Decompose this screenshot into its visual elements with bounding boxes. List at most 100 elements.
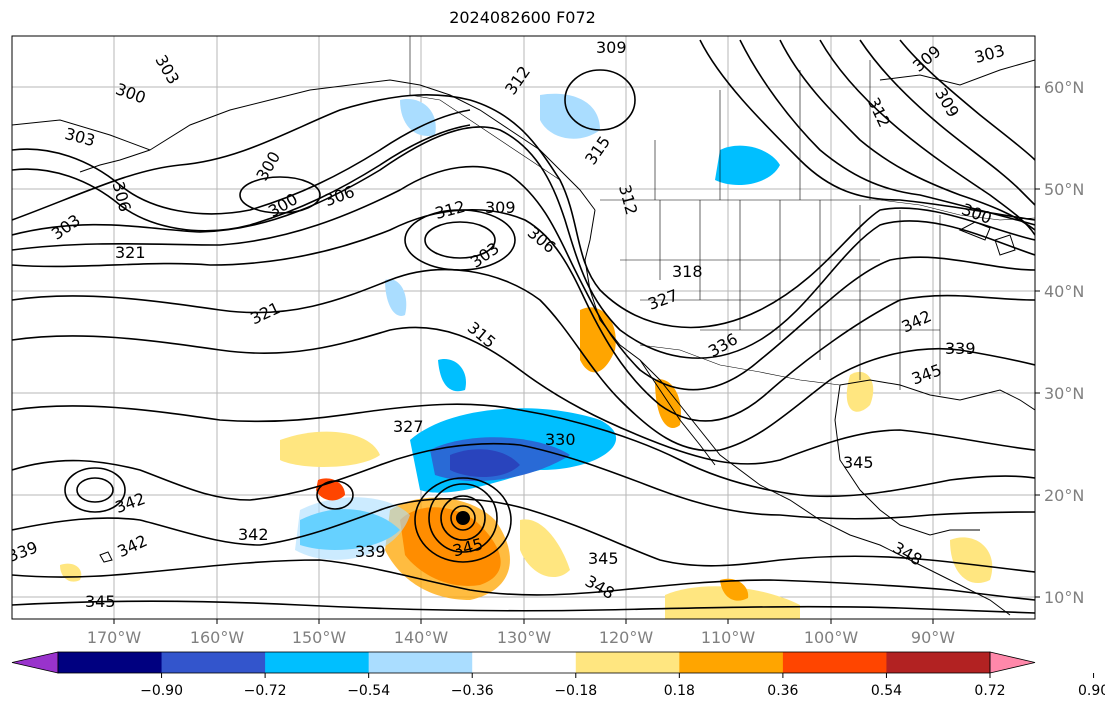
negative-anomaly-area bbox=[715, 145, 780, 185]
positive-anomaly-area bbox=[846, 371, 874, 412]
longitude-label: 150°W bbox=[292, 628, 347, 647]
contour-label: 345 bbox=[588, 549, 619, 568]
contour-line bbox=[12, 124, 471, 232]
colorbar-extension-max bbox=[989, 651, 1036, 674]
hurricane-contour bbox=[428, 483, 498, 553]
positive-anomaly-area bbox=[280, 431, 380, 467]
height-contours bbox=[12, 39, 1035, 614]
alaska-peninsula bbox=[79, 149, 151, 173]
colorbar-segment bbox=[886, 652, 991, 673]
positive-anomaly-area bbox=[665, 586, 800, 619]
colorbar-segment bbox=[58, 652, 163, 673]
latitude-label: 20°N bbox=[1044, 486, 1084, 505]
colorbar-tick-label: 0.36 bbox=[767, 683, 798, 699]
hudson-bay-coast bbox=[879, 59, 1035, 86]
closed-contour bbox=[316, 480, 354, 510]
latitude-axis: 60°N 50°N 40°N 30°N 20°N 10°N bbox=[1035, 78, 1084, 607]
latitude-label: 60°N bbox=[1044, 78, 1084, 97]
contour-label: 309 bbox=[485, 198, 516, 217]
latitude-label: 10°N bbox=[1044, 588, 1084, 607]
positive-anomaly-area bbox=[580, 307, 616, 373]
colorbar-segment bbox=[265, 652, 370, 673]
negative-anomaly-area bbox=[295, 497, 410, 560]
canada-province-lines bbox=[654, 60, 871, 200]
contour-line bbox=[12, 498, 1035, 573]
contour-line bbox=[12, 442, 1035, 520]
colorbar-tick-label: −0.18 bbox=[554, 683, 597, 699]
contour-label: 342 bbox=[238, 525, 269, 544]
colorbar-segment bbox=[679, 652, 784, 673]
colorbar-segment bbox=[472, 652, 577, 673]
hurricane-contour bbox=[440, 495, 486, 541]
colorbar-tick-label: −0.90 bbox=[140, 683, 183, 699]
positive-anomaly-area bbox=[950, 537, 993, 584]
contour-line bbox=[699, 39, 1035, 221]
longitude-label: 90°W bbox=[911, 628, 955, 647]
closed-contour bbox=[239, 176, 321, 214]
closed-contour bbox=[76, 477, 114, 503]
closed-contour bbox=[64, 467, 126, 513]
contour-line bbox=[12, 600, 1035, 614]
alaska-coastline bbox=[12, 79, 596, 211]
longitude-label: 110°W bbox=[701, 628, 756, 647]
longitude-label: 160°W bbox=[190, 628, 245, 647]
longitude-label: 100°W bbox=[804, 628, 859, 647]
latitude-label: 50°N bbox=[1044, 180, 1084, 199]
hurricane-center bbox=[456, 511, 470, 525]
contour-line bbox=[12, 94, 1035, 329]
hawaii-island bbox=[99, 551, 113, 563]
contour-line bbox=[12, 559, 1035, 601]
contour-label: 345 bbox=[843, 453, 874, 472]
contour-label: 327 bbox=[393, 417, 424, 436]
colorbar-border bbox=[57, 651, 991, 674]
colorbar-tick-label: 0.54 bbox=[871, 683, 902, 699]
contour-label: 321 bbox=[115, 243, 146, 262]
colorbar-tick-label: 0.72 bbox=[974, 683, 1005, 699]
contour-label: 339 bbox=[355, 542, 386, 561]
colorbar-segment bbox=[575, 652, 680, 673]
contour-label: 309 bbox=[596, 38, 627, 57]
hurricane-contour bbox=[414, 477, 512, 563]
positive-anomaly-area bbox=[720, 578, 749, 601]
contour-label: 345 bbox=[85, 592, 116, 611]
contour-line bbox=[819, 39, 1035, 236]
colorbar-segment bbox=[782, 652, 887, 673]
contour-line bbox=[12, 165, 1035, 391]
contour-line bbox=[12, 208, 1035, 422]
us-mexico-border bbox=[639, 344, 841, 386]
latitude-label: 30°N bbox=[1044, 384, 1084, 403]
negative-anomaly-area bbox=[400, 99, 436, 136]
contour-line bbox=[779, 39, 1035, 231]
hurricane-contour bbox=[450, 505, 476, 531]
contour-line bbox=[739, 39, 1035, 226]
us-canada-border bbox=[600, 199, 1035, 221]
great-lakes bbox=[958, 221, 1016, 256]
latitude-label: 40°N bbox=[1044, 282, 1084, 301]
colorbar-segment bbox=[161, 652, 266, 673]
map-title: 2024082600 F072 bbox=[449, 8, 596, 27]
contour-label: 318 bbox=[672, 262, 703, 281]
contour-line bbox=[12, 403, 1035, 498]
mexico-east-coast bbox=[834, 384, 980, 536]
negative-anomaly-area bbox=[438, 359, 466, 392]
political-borders bbox=[409, 36, 1035, 395]
baja-california bbox=[639, 359, 716, 466]
contour-line bbox=[859, 39, 1035, 206]
negative-anomaly-area bbox=[385, 279, 407, 316]
positive-anomaly-area bbox=[520, 519, 570, 578]
longitude-axis: 170°W 160°W 150°W 140°W 130°W 120°W 110°… bbox=[87, 619, 955, 647]
colorbar-extension-min bbox=[11, 651, 59, 674]
contour-line bbox=[12, 326, 1035, 465]
colorbar-tick-label: −0.36 bbox=[451, 683, 494, 699]
longitude-label: 170°W bbox=[87, 628, 142, 647]
closed-contour bbox=[564, 69, 636, 131]
colorbar: −0.90 −0.72 −0.54 −0.36 −0.18 0.18 0.36 0.54 0.7… bbox=[11, 651, 1105, 699]
longitude-label: 140°W bbox=[394, 628, 449, 647]
closed-contour bbox=[404, 209, 516, 271]
contour-line bbox=[899, 39, 1035, 161]
longitude-label: 130°W bbox=[497, 628, 552, 647]
contour-label: 330 bbox=[545, 430, 576, 449]
colorbar-segment bbox=[368, 652, 473, 673]
contour-label: 339 bbox=[945, 339, 976, 358]
